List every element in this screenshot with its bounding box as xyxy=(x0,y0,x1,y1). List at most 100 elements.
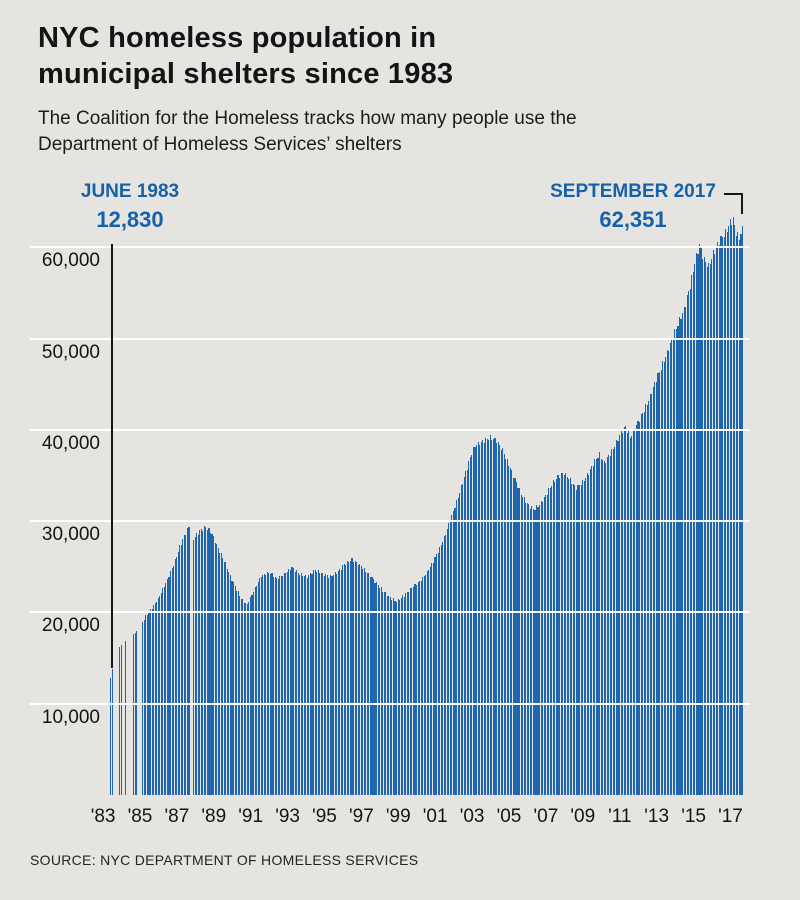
y-axis-tick-label: 30,000 xyxy=(41,524,100,546)
y-gridline xyxy=(30,611,750,614)
month-bar xyxy=(185,534,187,795)
annotation-end: SEPTEMBER 2017 62,351 xyxy=(533,181,733,233)
month-bar xyxy=(468,460,470,795)
y-axis-tick-label: 10,000 xyxy=(41,706,100,728)
month-bar xyxy=(575,490,578,795)
month-bar xyxy=(388,595,390,795)
month-bar xyxy=(385,592,387,795)
month-bar xyxy=(420,581,422,795)
x-axis-tick-label: '83 xyxy=(90,806,116,827)
month-bar xyxy=(638,421,641,795)
month-bar xyxy=(608,454,610,795)
month-bar xyxy=(691,274,693,795)
month-bar xyxy=(316,571,318,795)
month-bar xyxy=(531,506,533,795)
month-bar xyxy=(306,578,308,795)
month-bar xyxy=(160,593,162,795)
month-bar xyxy=(605,462,607,795)
month-bar xyxy=(259,577,261,795)
month-bar xyxy=(448,523,450,795)
month-bar xyxy=(472,446,474,795)
x-axis-tick-label: '15 xyxy=(681,806,706,827)
annotation-end-label: SEPTEMBER 2017 xyxy=(550,181,716,202)
month-bar xyxy=(177,551,179,795)
x-axis-tick-label: '95 xyxy=(312,806,337,827)
month-bar xyxy=(582,479,584,795)
month-bar xyxy=(156,602,158,795)
month-bar xyxy=(500,449,502,795)
month-bar xyxy=(482,440,484,795)
month-bar xyxy=(391,600,393,795)
month-bar xyxy=(579,484,581,795)
month-bar xyxy=(483,443,485,795)
month-bar xyxy=(668,351,670,795)
month-bar xyxy=(465,470,467,795)
month-bar xyxy=(289,570,291,795)
month-bar xyxy=(282,576,284,795)
month-bar xyxy=(555,478,558,795)
month-bar xyxy=(311,573,313,795)
month-bar xyxy=(455,500,458,795)
month-bar xyxy=(529,508,531,795)
month-bar xyxy=(356,561,358,795)
month-bar xyxy=(206,529,208,795)
month-bar xyxy=(492,439,494,795)
month-bar xyxy=(734,224,736,795)
month-bar xyxy=(317,569,319,795)
month-bar xyxy=(654,381,656,795)
month-bar xyxy=(648,401,650,795)
month-bar xyxy=(688,290,690,795)
month-bar xyxy=(662,361,664,795)
month-bar xyxy=(171,568,173,795)
month-bar xyxy=(471,455,473,795)
month-bar xyxy=(489,434,491,795)
month-bar xyxy=(592,466,594,795)
month-bar xyxy=(534,509,536,795)
month-bar xyxy=(262,574,264,795)
month-bar xyxy=(663,362,665,795)
month-bar xyxy=(685,306,687,795)
month-bar xyxy=(279,575,281,795)
month-bar xyxy=(120,645,122,795)
y-gridline xyxy=(30,428,750,431)
month-bar xyxy=(542,502,544,795)
month-bar xyxy=(520,494,522,795)
month-bar xyxy=(194,537,196,795)
month-bar xyxy=(708,262,710,795)
month-bar xyxy=(314,569,316,795)
month-bar xyxy=(213,536,215,795)
month-bar xyxy=(540,500,542,795)
month-bar xyxy=(623,427,625,795)
month-bar xyxy=(436,554,438,795)
month-bar xyxy=(268,572,270,795)
month-bar xyxy=(552,480,554,795)
x-axis-tick-label: '93 xyxy=(275,806,300,827)
month-bar xyxy=(359,563,361,795)
month-bar xyxy=(288,568,290,795)
annotation-start: JUNE 1983 12,830 xyxy=(40,181,220,233)
month-bar xyxy=(689,288,691,795)
month-bar xyxy=(539,505,541,795)
month-bar xyxy=(263,573,265,795)
month-bar xyxy=(296,570,298,795)
month-bar xyxy=(256,586,258,795)
month-bar xyxy=(738,240,740,795)
month-bar xyxy=(485,437,487,795)
bar-chart-plot-area xyxy=(110,214,744,795)
month-bar xyxy=(499,444,501,795)
month-bar xyxy=(169,571,172,795)
month-bar xyxy=(163,587,165,795)
month-bar xyxy=(697,253,699,795)
month-bar xyxy=(245,602,247,795)
month-bar xyxy=(352,562,355,795)
month-bar xyxy=(239,596,241,795)
month-bar xyxy=(651,394,653,795)
month-bar xyxy=(494,437,496,795)
month-bar xyxy=(182,539,184,795)
month-bar xyxy=(486,439,488,795)
month-bar xyxy=(323,576,325,795)
month-bar xyxy=(454,508,456,795)
month-bar xyxy=(419,580,421,795)
month-bar xyxy=(157,597,159,795)
month-bar xyxy=(179,545,181,795)
